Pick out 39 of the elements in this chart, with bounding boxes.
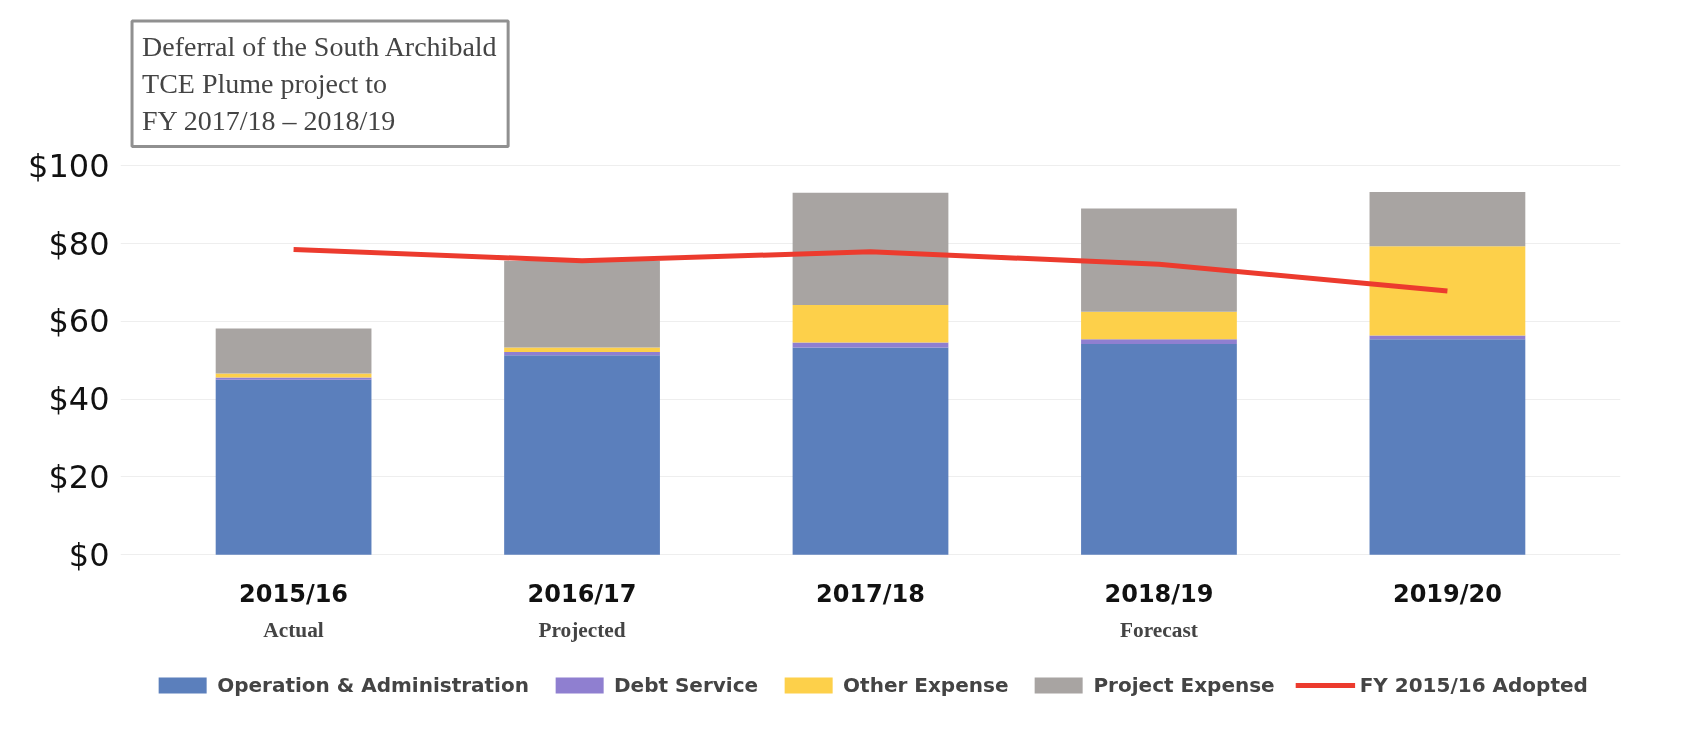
bar	[792, 192, 949, 306]
legend-label: Other Expense	[843, 673, 1009, 697]
annotation: Actual	[263, 617, 324, 642]
x-tick-label: 2018/19	[1104, 579, 1214, 608]
x-tick-label: 2016/17	[527, 579, 637, 608]
y-tick-label: $0	[68, 535, 110, 574]
legend-label: FY 2015/16 Adopted	[1359, 673, 1588, 697]
y-tick-label: $100	[28, 146, 110, 185]
x-tick-label: 2017/18	[816, 579, 925, 608]
bar	[504, 260, 660, 348]
bar	[1369, 191, 1526, 247]
x-tick-label: 2019/20	[1392, 579, 1502, 608]
bar	[1369, 335, 1526, 340]
bar	[1081, 208, 1237, 312]
annotation: Projected	[538, 617, 626, 642]
legend-label: Operation & Administration	[217, 673, 529, 697]
y-tick-label: $80	[48, 224, 110, 263]
y-tick-label: $20	[48, 457, 110, 496]
bar	[1081, 343, 1237, 555]
y-tick-label: $40	[48, 380, 110, 419]
bar	[504, 347, 660, 353]
legend-label: Project Expense	[1093, 673, 1275, 697]
bar	[1081, 339, 1237, 344]
bar	[215, 377, 372, 380]
bar	[215, 379, 372, 555]
y-tick-label: $60	[48, 302, 110, 341]
x-tick-label: 2015/16	[239, 579, 349, 608]
bar	[792, 347, 949, 555]
bar	[1081, 311, 1237, 340]
bar	[504, 355, 660, 555]
bar	[792, 305, 949, 343]
legend-label: Debt Service	[613, 673, 759, 697]
bar	[215, 328, 372, 374]
bar	[792, 342, 949, 348]
bar	[1369, 246, 1526, 336]
annotation: Forecast	[1120, 617, 1199, 642]
bar	[504, 352, 660, 356]
bar	[1369, 339, 1526, 555]
text: Deferral of the South Archibald TCE Plume project to FY 2017/18 – 2018/19	[142, 30, 497, 137]
